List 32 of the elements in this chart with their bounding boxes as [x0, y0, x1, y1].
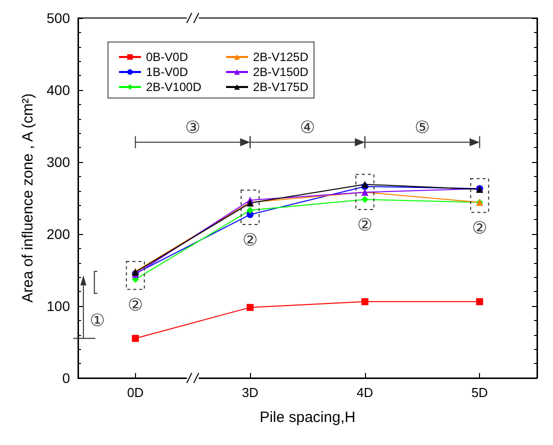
legend-label: 2B-V100D	[146, 80, 202, 94]
x-tick-label: 3D	[242, 385, 258, 400]
y-tick-label: 500	[46, 10, 70, 26]
annotation: ⑤	[414, 118, 430, 138]
annotation: ③	[185, 118, 200, 138]
point	[476, 298, 484, 306]
point	[246, 304, 254, 311]
annotation: ④	[300, 118, 316, 138]
point	[132, 334, 139, 342]
x-tick-label: 5D	[471, 385, 488, 400]
legend-label: 2B-V175D	[253, 80, 309, 94]
legend-label: 2B-V150D	[253, 65, 309, 79]
annotation: ②	[242, 230, 258, 251]
annotation: ②	[128, 295, 143, 316]
point	[361, 196, 368, 203]
legend-label: 2B-V125D	[253, 50, 309, 64]
y-tick-label: 0	[62, 370, 70, 386]
annotation: ②	[472, 218, 488, 238]
y-tick-label: 200	[46, 226, 70, 242]
legend-label: 1B-V0D	[146, 65, 188, 79]
annotation: ②	[357, 215, 372, 236]
y-tick-label: 300	[46, 154, 70, 170]
x-tick-label: 0D	[127, 385, 144, 400]
y-tick-label: 100	[46, 298, 70, 314]
point	[361, 298, 368, 306]
y-tick-label: 400	[46, 82, 70, 98]
y-axis-title: Area of influence zone , A (cm²)	[20, 93, 37, 303]
point	[246, 206, 254, 214]
legend-label: 0B-V0D	[146, 50, 188, 64]
x-tick-label: 4D	[356, 385, 374, 400]
annotation: ①	[90, 310, 105, 331]
x-axis-title: Pile spacing,H	[260, 409, 356, 426]
